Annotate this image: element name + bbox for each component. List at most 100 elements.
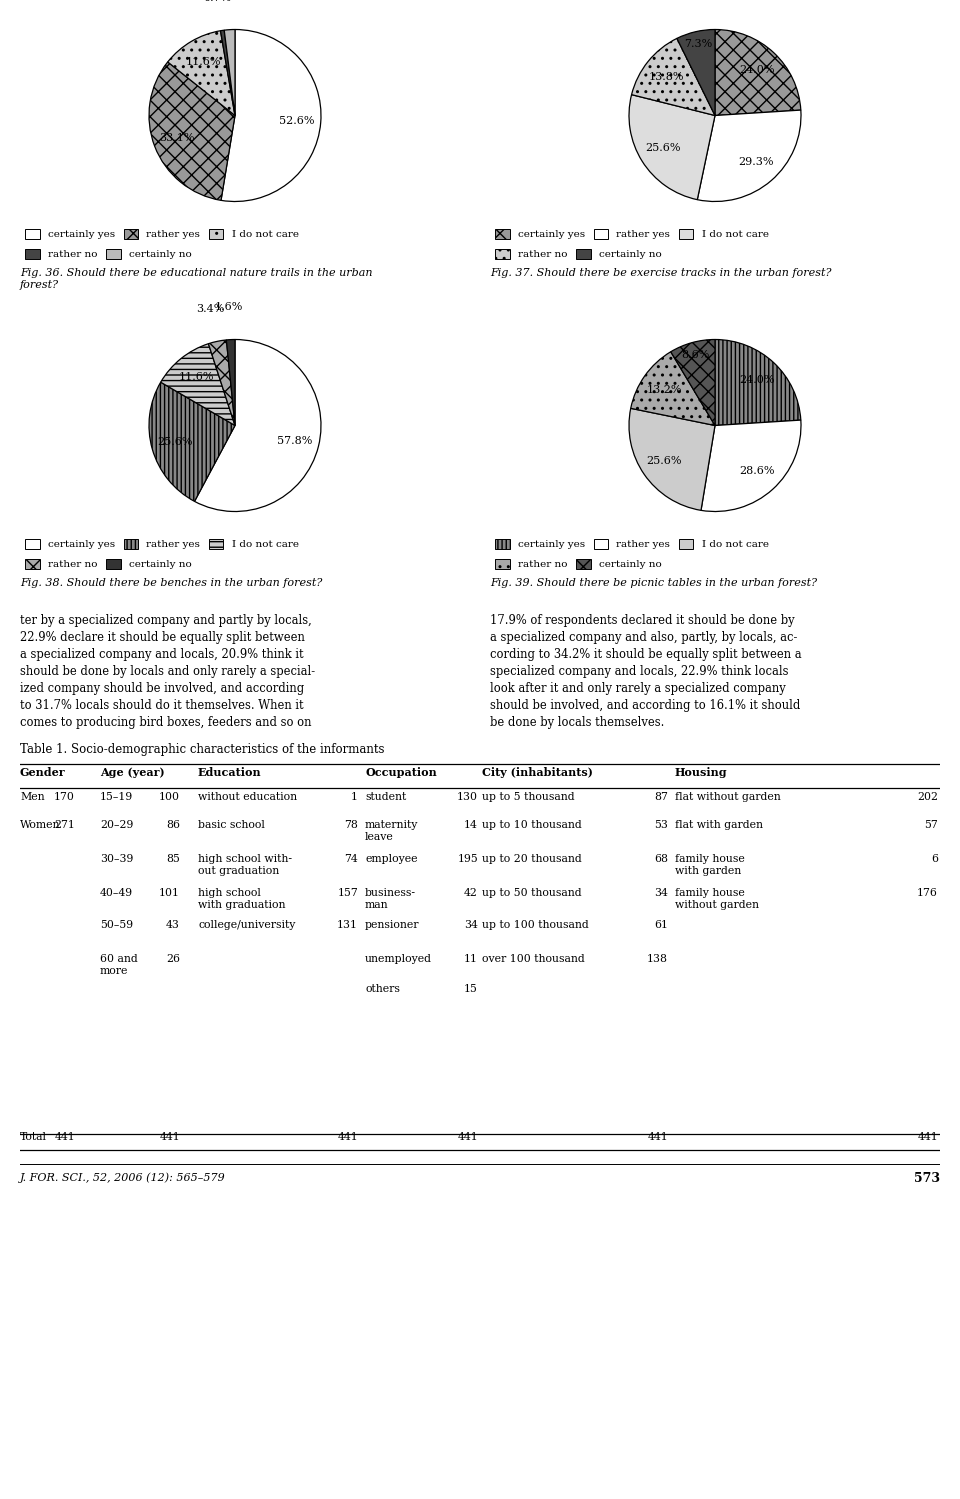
Text: Men: Men <box>20 791 44 802</box>
Text: Fig. 39. Should there be picnic tables in the urban forest?: Fig. 39. Should there be picnic tables i… <box>490 579 817 588</box>
Text: 130: 130 <box>457 791 478 802</box>
Text: 33.1%: 33.1% <box>159 133 195 142</box>
Text: 0.7%: 0.7% <box>204 0 231 3</box>
Text: Table 1. Socio-demographic characteristics of the informants: Table 1. Socio-demographic characteristi… <box>20 744 385 755</box>
Text: Total: Total <box>20 1132 47 1142</box>
Text: 26: 26 <box>166 953 180 964</box>
Text: 138: 138 <box>647 953 668 964</box>
Wedge shape <box>225 30 235 115</box>
Text: Women: Women <box>20 820 60 830</box>
Text: 34: 34 <box>654 887 668 898</box>
Wedge shape <box>631 352 715 426</box>
Text: high school
with graduation: high school with graduation <box>198 887 285 910</box>
Text: 61: 61 <box>654 920 668 929</box>
Text: 176: 176 <box>917 887 938 898</box>
Text: 170: 170 <box>54 791 75 802</box>
Text: up to 5 thousand: up to 5 thousand <box>482 791 575 802</box>
Text: 441: 441 <box>159 1132 180 1142</box>
Legend: certainly yes, rather yes, I do not care: certainly yes, rather yes, I do not care <box>495 229 769 240</box>
Text: flat without garden: flat without garden <box>675 791 780 802</box>
Text: 131: 131 <box>337 920 358 929</box>
Legend: rather no, certainly no: rather no, certainly no <box>25 249 192 259</box>
Wedge shape <box>221 30 321 201</box>
Text: 15–19: 15–19 <box>100 791 133 802</box>
Text: 60 and
more: 60 and more <box>100 953 137 976</box>
Text: 42: 42 <box>464 887 478 898</box>
Text: 25.6%: 25.6% <box>157 438 193 447</box>
Text: 441: 441 <box>917 1132 938 1142</box>
Text: 14: 14 <box>464 820 478 830</box>
Text: 25.6%: 25.6% <box>645 144 681 153</box>
Text: others: others <box>365 983 400 994</box>
Legend: rather no, certainly no: rather no, certainly no <box>495 249 661 259</box>
Text: up to 10 thousand: up to 10 thousand <box>482 820 582 830</box>
Text: 20–29: 20–29 <box>100 820 133 830</box>
Text: 13.8%: 13.8% <box>649 72 684 81</box>
Text: Education: Education <box>198 767 262 778</box>
Text: 441: 441 <box>337 1132 358 1142</box>
Text: 87: 87 <box>654 791 668 802</box>
Wedge shape <box>629 408 715 510</box>
Wedge shape <box>671 339 715 426</box>
Text: 43: 43 <box>166 920 180 929</box>
Text: unemployed: unemployed <box>365 953 432 964</box>
Text: 13.2%: 13.2% <box>647 385 683 394</box>
Text: J. FOR. SCI., 52, 2006 (12): 565–579: J. FOR. SCI., 52, 2006 (12): 565–579 <box>20 1172 226 1183</box>
Wedge shape <box>221 30 235 115</box>
Text: 1.6%: 1.6% <box>215 301 243 312</box>
Text: 202: 202 <box>917 791 938 802</box>
Text: employee: employee <box>365 854 418 863</box>
Legend: certainly yes, rather yes, I do not care: certainly yes, rather yes, I do not care <box>25 538 299 549</box>
Text: pensioner: pensioner <box>365 920 420 929</box>
Text: 441: 441 <box>647 1132 668 1142</box>
Text: 8.6%: 8.6% <box>682 351 709 360</box>
Text: 52.6%: 52.6% <box>279 115 315 126</box>
Text: Fig. 38. Should there be benches in the urban forest?: Fig. 38. Should there be benches in the … <box>20 579 323 588</box>
Wedge shape <box>168 31 235 115</box>
Text: 157: 157 <box>337 887 358 898</box>
Text: 50–59: 50–59 <box>100 920 133 929</box>
Text: Occupation: Occupation <box>365 767 437 778</box>
Text: up to 100 thousand: up to 100 thousand <box>482 920 588 929</box>
Wedge shape <box>227 339 235 426</box>
Text: 24.0%: 24.0% <box>739 66 775 75</box>
Text: 195: 195 <box>457 854 478 863</box>
Wedge shape <box>208 340 235 426</box>
Text: 101: 101 <box>159 887 180 898</box>
Text: 1: 1 <box>351 791 358 802</box>
Text: business-
man: business- man <box>365 887 416 910</box>
Legend: certainly yes, rather yes, I do not care: certainly yes, rather yes, I do not care <box>25 229 299 240</box>
Wedge shape <box>195 339 321 511</box>
Text: 6: 6 <box>931 854 938 863</box>
Text: 68: 68 <box>654 854 668 863</box>
Wedge shape <box>697 109 801 201</box>
Text: 100: 100 <box>159 791 180 802</box>
Text: family house
without garden: family house without garden <box>675 887 759 910</box>
Wedge shape <box>701 420 801 511</box>
Text: Housing: Housing <box>675 767 728 778</box>
Text: 30–39: 30–39 <box>100 854 133 863</box>
Text: 29.3%: 29.3% <box>737 157 773 168</box>
Text: basic school: basic school <box>198 820 265 830</box>
Text: 78: 78 <box>344 820 358 830</box>
Text: 53: 53 <box>654 820 668 830</box>
Text: up to 20 thousand: up to 20 thousand <box>482 854 582 863</box>
Text: Fig. 37. Should there be exercise tracks in the urban forest?: Fig. 37. Should there be exercise tracks… <box>490 268 831 277</box>
Text: 85: 85 <box>166 854 180 863</box>
Wedge shape <box>149 382 235 501</box>
Wedge shape <box>632 39 715 115</box>
Text: 11.6%: 11.6% <box>179 372 214 382</box>
Text: 34: 34 <box>464 920 478 929</box>
Text: 7.3%: 7.3% <box>684 39 712 49</box>
Text: high school with-
out graduation: high school with- out graduation <box>198 854 292 875</box>
Wedge shape <box>715 30 801 115</box>
Text: City (inhabitants): City (inhabitants) <box>482 767 593 778</box>
Legend: rather no, certainly no: rather no, certainly no <box>495 559 661 570</box>
Text: 15: 15 <box>464 983 478 994</box>
Legend: rather no, certainly no: rather no, certainly no <box>25 559 192 570</box>
Text: 28.6%: 28.6% <box>739 466 775 477</box>
Text: 3.4%: 3.4% <box>197 304 225 315</box>
Wedge shape <box>677 30 715 115</box>
Text: 86: 86 <box>166 820 180 830</box>
Text: maternity
leave: maternity leave <box>365 820 419 841</box>
